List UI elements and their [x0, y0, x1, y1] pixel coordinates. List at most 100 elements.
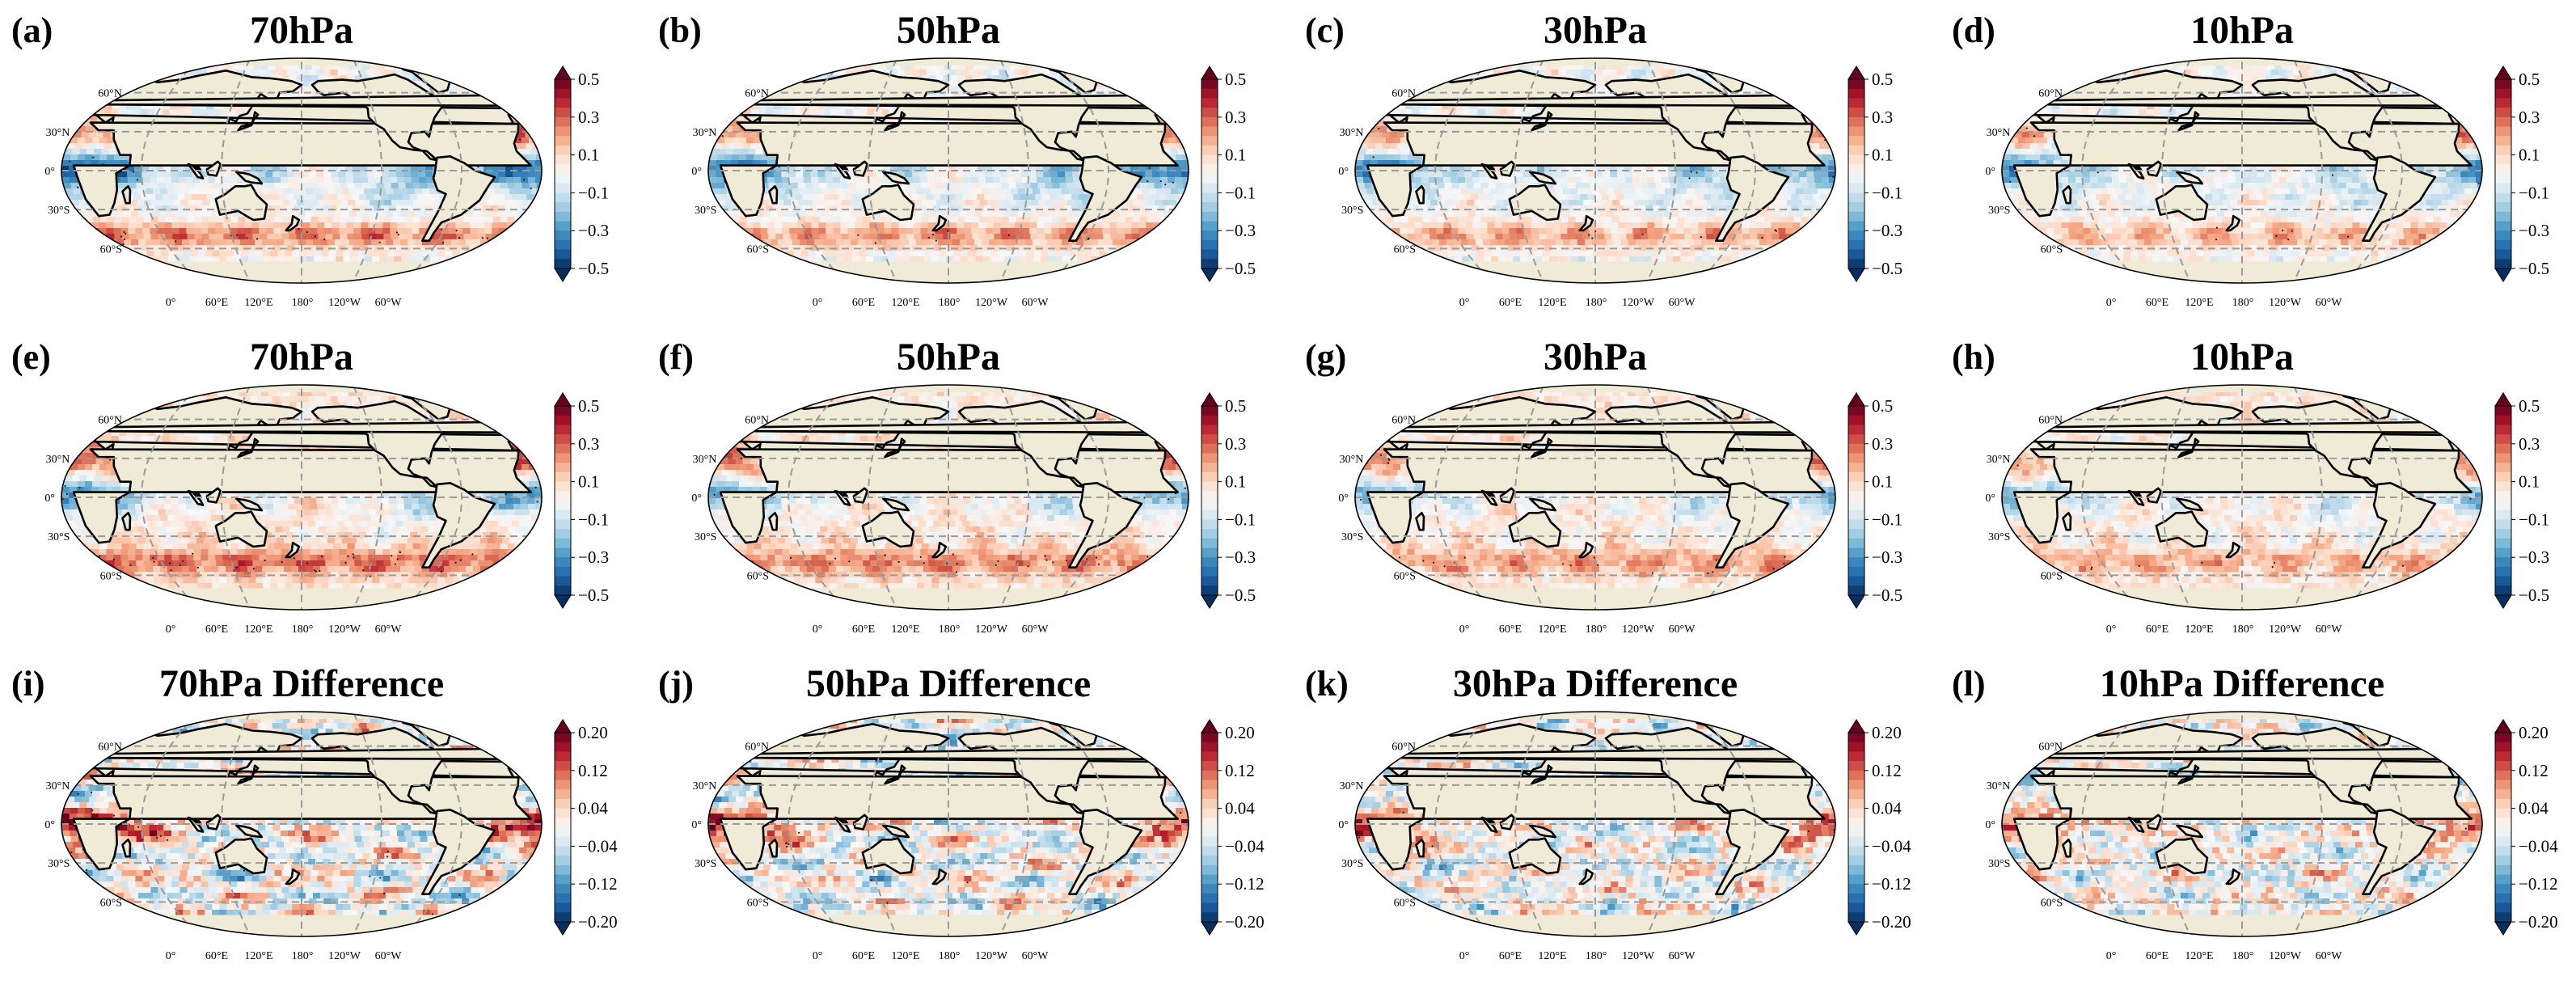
lon-tick-label: 60°W — [1022, 950, 1049, 962]
colorbar-tick-label: −0.04 — [2519, 836, 2558, 856]
lat-tick-label: 30°N — [1987, 780, 2011, 792]
colorbar-tick-label: −0.5 — [1872, 259, 1902, 278]
graticule — [1355, 58, 1835, 283]
lon-tick-label: 60°E — [852, 297, 875, 309]
colorbar-tick-label: 0.3 — [1872, 434, 1893, 454]
lat-tick-label: 30°S — [1988, 858, 2010, 870]
map-svg: 60°N 30°N 0° 30°S 60°S 0° 60°E 120°E 180° 120°W 60… — [1338, 384, 1902, 636]
lon-tick-label: 180° — [1586, 297, 1607, 309]
colorbar-tick-label: −0.3 — [578, 547, 609, 567]
lon-tick-label: 60°W — [2316, 297, 2343, 309]
colorbar-tick-label: 0.5 — [2519, 70, 2540, 89]
map-svg: 60°N 30°N 0° 30°S 60°S 0° 60°E 120°E 180° 120°W 60… — [691, 57, 1256, 309]
colorbar-tick-label: −0.5 — [2519, 259, 2549, 278]
colorbar-tick-label: −0.1 — [578, 509, 609, 529]
lon-tick-label: 0° — [166, 950, 176, 962]
lon-tick-label: 60°W — [1022, 623, 1049, 636]
lon-tick-label: 180° — [2232, 297, 2254, 309]
lat-tick-label: 30°S — [695, 205, 716, 217]
panel-title: 70hPa Difference — [75, 661, 528, 706]
lat-tick-label: 60°N — [98, 88, 122, 100]
map-frame — [1354, 384, 1836, 611]
map-frame — [61, 384, 543, 611]
map-svg: 60°N 30°N 0° 30°S 60°S 0° 60°E 120°E 180° 120°W 60… — [44, 384, 609, 636]
colorbar-tick-label: −0.1 — [2519, 183, 2549, 202]
colorbar-tick-label: 0.12 — [578, 761, 608, 780]
lon-tick-label: 0° — [1459, 297, 1470, 309]
map-frame — [2001, 384, 2483, 611]
colorbar-tick-label: 0.1 — [1225, 146, 1246, 165]
panel-b: (b) 50hPa 60°N 30°N 0° 30°S 60°S 0° 60°E 120°E 180… — [652, 0, 1290, 323]
graticule — [61, 58, 542, 283]
graticule — [2002, 58, 2482, 283]
panel-letter: (b) — [658, 10, 702, 51]
lat-tick-label: 0° — [1985, 492, 1995, 505]
lat-tick-label: 60°S — [2041, 243, 2063, 256]
lon-tick-label: 60°W — [375, 950, 403, 962]
panel-j: (j) 50hPa Difference 60°N 30°N 0° 30°S 60°S 0° 6… — [652, 653, 1290, 977]
panel-letter: (d) — [1952, 10, 1995, 51]
colorbar-tick-label: 0.3 — [1225, 108, 1246, 127]
colorbar: 0.20 0.12 0.04 −0.04 −0.12 −0.20 — [1201, 719, 1265, 936]
lon-tick-label: 60°W — [1669, 950, 1696, 962]
lon-tick-label: 0° — [2106, 950, 2117, 962]
lat-tick-label: 0° — [1338, 492, 1349, 505]
map-frame — [707, 384, 1189, 611]
lat-tick-label: 30°S — [695, 858, 716, 870]
colorbar: 0.20 0.12 0.04 −0.04 −0.12 −0.20 — [1848, 719, 1911, 936]
lon-tick-label: 120°W — [2269, 950, 2302, 962]
graticule — [61, 385, 542, 610]
colorbar-tick-label: 0.12 — [1872, 761, 1902, 780]
lat-tick-label: 60°N — [745, 742, 769, 754]
colorbar-tick-label: −0.04 — [578, 836, 618, 856]
lat-tick-label: 30°S — [1988, 531, 2010, 543]
lat-tick-label: 60°S — [747, 243, 769, 256]
lon-tick-label: 120°W — [1622, 297, 1655, 309]
panel-f: (f) 50hPa 60°N 30°N 0° 30°S 60°S 0° 60°E 120°E 180… — [652, 327, 1290, 650]
lon-tick-label: 120°W — [2269, 297, 2302, 309]
lon-tick-label: 120°E — [1538, 623, 1566, 636]
colorbar: 0.5 0.3 0.1 −0.1 −0.3 −0.5 — [554, 66, 609, 282]
colorbar: 0.5 0.3 0.1 −0.1 −0.3 −0.5 — [2494, 392, 2549, 609]
lat-tick-label: 30°S — [1988, 205, 2010, 217]
lon-tick-label: 0° — [166, 623, 176, 636]
map-svg: 60°N 30°N 0° 30°S 60°S 0° 60°E 120°E 180° 120°W 60… — [1338, 711, 1911, 962]
colorbar-tick-label: −0.3 — [1872, 547, 1902, 567]
lon-tick-label: 180° — [1586, 950, 1607, 962]
colorbar-tick-label: −0.1 — [1872, 509, 1902, 529]
lon-tick-label: 60°E — [852, 950, 875, 962]
lon-tick-label: 180° — [939, 297, 961, 309]
lat-tick-label: 30°N — [693, 127, 717, 139]
lat-tick-label: 60°S — [2041, 897, 2063, 909]
colorbar-tick-label: 0.5 — [1872, 70, 1893, 89]
colorbar-tick-label: −0.12 — [1872, 874, 1911, 894]
map-svg: 60°N 30°N 0° 30°S 60°S 0° 60°E 120°E 180° 120°W 60… — [691, 711, 1265, 962]
panel-d: (d) 10hPa 60°N 30°N 0° 30°S 60°S 0° 60°E 120°E 180… — [1945, 0, 2576, 323]
lon-tick-label: 120°W — [328, 950, 361, 962]
colorbar-tick-label: −0.5 — [578, 585, 609, 605]
colorbar-tick-label: 0.5 — [578, 70, 599, 89]
lat-tick-label: 60°S — [1394, 897, 1416, 909]
colorbar-tick-label: −0.04 — [1872, 836, 1911, 856]
lat-tick-label: 30°S — [48, 205, 70, 217]
lon-tick-label: 60°E — [1499, 950, 1522, 962]
lon-tick-label: 120°E — [891, 950, 919, 962]
colorbar-tick-label: 0.1 — [1225, 472, 1246, 492]
lat-tick-label: 30°S — [1341, 205, 1363, 217]
colorbar-tick-label: −0.5 — [1225, 585, 1256, 605]
colorbar-tick-label: −0.1 — [1872, 183, 1902, 202]
panel-l: (l) 10hPa Difference 60°N 30°N 0° 30°S 60°S 0° 6… — [1945, 653, 2576, 977]
colorbar-tick-label: 0.04 — [1872, 799, 1902, 818]
panel-g: (g) 30hPa 60°N 30°N 0° 30°S 60°S 0° 60°E 120°E 180… — [1299, 327, 1937, 650]
lon-tick-label: 60°E — [2146, 950, 2168, 962]
lat-tick-label: 30°S — [1341, 531, 1363, 543]
lon-tick-label: 120°W — [975, 950, 1008, 962]
panel-title: 70hPa — [75, 8, 528, 53]
panel-letter: (h) — [1952, 336, 1995, 378]
lat-tick-label: 60°N — [745, 88, 769, 100]
map-frame — [61, 57, 543, 284]
lat-tick-label: 0° — [1985, 819, 1995, 831]
colorbar-tick-label: 0.3 — [1225, 434, 1246, 454]
lon-tick-label: 60°E — [1499, 297, 1522, 309]
